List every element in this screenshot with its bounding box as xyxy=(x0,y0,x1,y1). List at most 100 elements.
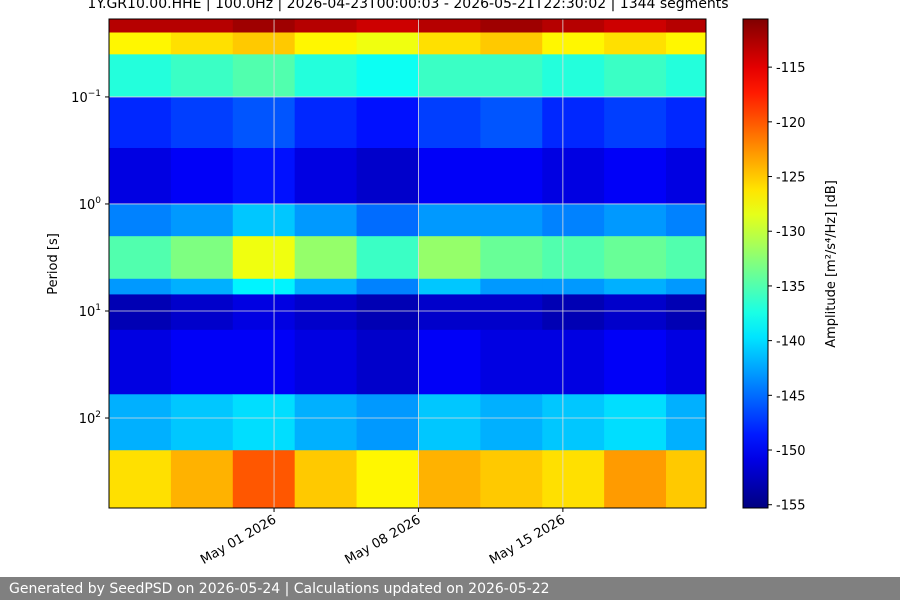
heat-cell xyxy=(480,394,543,451)
y-axis-label: Period [s] xyxy=(46,233,61,295)
heat-cell xyxy=(109,329,172,395)
heat-cell xyxy=(232,19,296,33)
heat-cell xyxy=(294,19,358,33)
colorbar-tick-label: -145 xyxy=(776,389,806,404)
heat-cell xyxy=(418,54,481,98)
heat-cell xyxy=(232,278,296,295)
heat-cell xyxy=(542,96,605,149)
heat-cell xyxy=(170,450,234,509)
heat-cell xyxy=(604,19,667,33)
heat-cell xyxy=(170,147,234,205)
heat-cell xyxy=(604,147,667,205)
heat-cell xyxy=(542,450,605,509)
heat-cell xyxy=(666,329,707,395)
heat-cell xyxy=(232,394,296,451)
x-tick-label: May 15 2026 xyxy=(487,512,568,567)
heat-cell xyxy=(356,236,419,280)
heat-cell xyxy=(604,394,667,451)
heat-cell xyxy=(356,96,419,149)
heat-cell xyxy=(480,96,543,149)
heat-cell xyxy=(109,294,172,331)
colorbar xyxy=(742,18,769,509)
y-tick-exponent: 2 xyxy=(95,410,101,420)
heat-cell xyxy=(232,203,296,237)
heat-cell xyxy=(232,54,296,98)
heat-cell xyxy=(356,394,419,451)
heat-cell xyxy=(109,54,172,98)
heat-cell xyxy=(480,236,543,280)
heat-cell xyxy=(294,450,358,509)
colorbar-tick-label: -150 xyxy=(776,444,806,459)
colorbar-tick-label: -140 xyxy=(776,335,806,350)
heat-cell xyxy=(480,294,543,331)
heat-cell xyxy=(232,147,296,205)
heat-cell xyxy=(480,54,543,98)
heat-cell xyxy=(170,394,234,451)
heat-cell xyxy=(356,19,419,33)
heat-cell xyxy=(666,19,707,33)
heat-cell xyxy=(170,278,234,295)
heat-cell xyxy=(666,54,707,98)
heat-cell xyxy=(418,32,481,55)
heat-cell xyxy=(604,236,667,280)
colorbar-tick-label: -115 xyxy=(776,61,806,76)
y-tick-label: 102 xyxy=(79,410,101,427)
heat-cell xyxy=(418,329,481,395)
heat-cell xyxy=(170,54,234,98)
x-tick-label: May 08 2026 xyxy=(343,512,424,567)
heat-cell xyxy=(666,294,707,331)
heat-cell xyxy=(666,450,707,509)
heat-cell xyxy=(109,32,172,55)
heat-cell xyxy=(418,450,481,509)
y-tick-exponent: 0 xyxy=(95,196,101,206)
heat-cell xyxy=(109,394,172,451)
heat-cell xyxy=(604,278,667,295)
heat-cell xyxy=(542,32,605,55)
heat-cell xyxy=(170,19,234,33)
heat-cell xyxy=(294,278,358,295)
heat-cell xyxy=(604,294,667,331)
heat-cell xyxy=(170,32,234,55)
x-tick-label: May 01 2026 xyxy=(198,512,279,567)
heat-cell xyxy=(666,394,707,451)
heat-cell xyxy=(294,236,358,280)
footer: Generated by SeedPSD on 2026-05-24 | Cal… xyxy=(0,577,900,600)
heat-cell xyxy=(356,294,419,331)
heat-cell xyxy=(604,32,667,55)
heat-cell xyxy=(170,96,234,149)
heat-cell xyxy=(232,96,296,149)
heat-cell xyxy=(542,236,605,280)
heat-cell xyxy=(480,19,543,33)
heat-cell xyxy=(666,278,707,295)
heat-cell xyxy=(170,236,234,280)
heat-cell xyxy=(109,96,172,149)
heat-cell xyxy=(542,329,605,395)
colorbar-tick-label: -130 xyxy=(776,225,806,240)
colorbar-tick-label: -155 xyxy=(776,499,806,514)
heat-cell xyxy=(418,96,481,149)
heat-cell xyxy=(170,329,234,395)
heat-cell xyxy=(356,32,419,55)
heat-cell xyxy=(294,54,358,98)
heat-cell xyxy=(604,203,667,237)
heat-cell xyxy=(604,54,667,98)
heat-cell xyxy=(294,329,358,395)
heat-cell xyxy=(109,147,172,205)
heat-cell xyxy=(294,294,358,331)
plot-frame xyxy=(108,18,707,509)
heat-cell xyxy=(109,19,172,33)
heat-cell xyxy=(109,203,172,237)
heat-cell xyxy=(480,450,543,509)
heat-cell xyxy=(418,236,481,280)
heat-cell xyxy=(294,394,358,451)
heat-cell xyxy=(480,147,543,205)
y-tick-exponent: −1 xyxy=(88,89,101,99)
y-tick-base: 10 xyxy=(79,305,96,320)
heat-cell xyxy=(109,278,172,295)
heat-cell xyxy=(480,329,543,395)
heat-cell xyxy=(418,278,481,295)
heat-cell xyxy=(666,147,707,205)
heat-cell xyxy=(294,203,358,237)
heat-cell xyxy=(232,236,296,280)
